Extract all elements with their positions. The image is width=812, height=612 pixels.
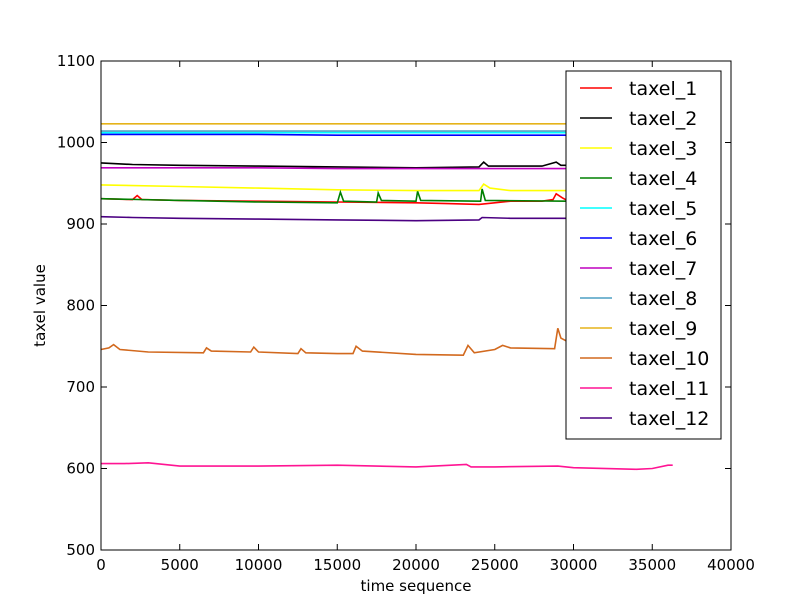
legend-label: taxel_5 [629,198,697,220]
x-tick-label: 15000 [313,556,361,574]
legend-label: taxel_7 [629,258,697,280]
legend-label: taxel_10 [629,348,709,370]
series-line-taxel-7 [101,167,568,170]
legend-label: taxel_11 [629,378,709,400]
x-tick-label: 25000 [471,556,519,574]
legend-label: taxel_1 [629,78,697,100]
series-line-taxel-11 [101,461,673,471]
x-tick-label: 0 [96,556,106,574]
y-tick-label: 600 [66,460,95,478]
legend-label: taxel_12 [629,408,709,430]
series-line-taxel-10 [100,328,568,357]
y-tick-label: 800 [66,297,95,315]
legend-label: taxel_9 [629,318,697,340]
x-tick-label: 5000 [161,556,199,574]
series-line-taxel-3 [100,183,568,192]
series-line-taxel-4 [100,188,568,204]
series-line-taxel-12 [100,215,568,222]
y-tick-label: 1100 [57,52,95,70]
y-tick-label: 1000 [57,134,95,152]
x-tick-label: 40000 [707,556,755,574]
legend-label: taxel_3 [629,138,697,160]
ticks-layer: 0 5000 10000 15000 20000 25000 30000 35000 40000… [57,52,755,574]
x-tick-label: 30000 [550,556,598,574]
legend-label: taxel_2 [629,108,697,130]
y-tick-label: 700 [66,378,95,396]
legend: taxel_1 taxel_2 taxel_3 taxel_4 taxel_5taxel… [565,70,722,440]
series-line-taxel-1 [100,192,568,206]
x-tick-label: 10000 [235,556,283,574]
series-layer [100,123,673,471]
legend-label: taxel_8 [629,288,697,310]
series-line-taxel-2 [100,161,568,169]
legend-box [565,70,722,440]
y-axis-label: taxel value [31,264,49,347]
y-tick-label: 500 [66,541,95,559]
legend-label: taxel_4 [629,168,697,190]
x-tick-label: 20000 [392,556,440,574]
x-tick-label: 35000 [628,556,676,574]
x-axis-label: time sequence [361,577,472,595]
legend-label: taxel_6 [629,228,697,250]
y-tick-label: 900 [66,215,95,233]
series-line-taxel-6 [101,133,568,136]
